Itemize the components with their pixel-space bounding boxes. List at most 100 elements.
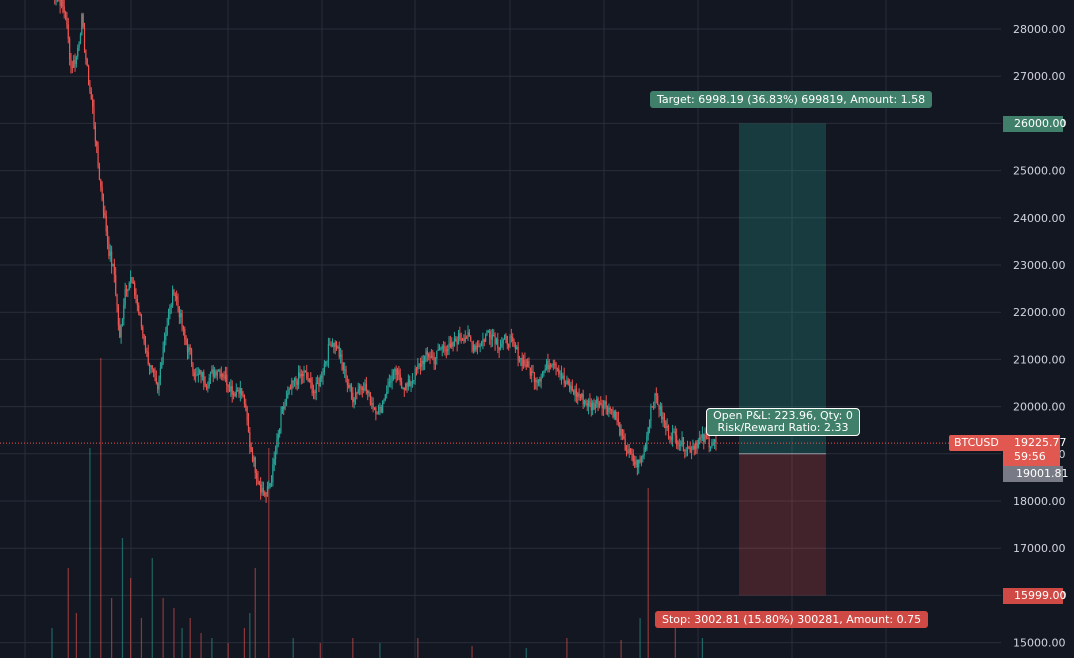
candle-body bbox=[373, 407, 376, 409]
candle-body bbox=[456, 341, 458, 345]
candle-body bbox=[230, 386, 232, 392]
candle-body bbox=[387, 382, 389, 393]
candle-body bbox=[295, 377, 297, 382]
open-pnl-box[interactable]: Open P&L: 223.96, Qty: 0 Risk/Reward Rat… bbox=[706, 408, 860, 436]
candle-body bbox=[360, 386, 362, 388]
candle-body bbox=[228, 387, 231, 392]
candle-body bbox=[468, 332, 470, 337]
candle-body bbox=[659, 405, 661, 410]
candle-body bbox=[170, 305, 172, 307]
candle-body bbox=[585, 400, 587, 403]
candle-body bbox=[460, 338, 462, 340]
candle-body bbox=[686, 447, 689, 451]
candle-body bbox=[181, 313, 183, 327]
candle-body bbox=[337, 347, 339, 349]
candle-body bbox=[59, 0, 61, 6]
candle-body bbox=[237, 389, 239, 391]
candle-body bbox=[369, 392, 372, 405]
candle-body bbox=[409, 379, 411, 386]
candle-body bbox=[489, 331, 491, 338]
candle-body bbox=[310, 378, 312, 383]
candle-body bbox=[529, 367, 531, 376]
candle-body bbox=[453, 338, 456, 346]
candle-body bbox=[485, 334, 487, 342]
candle-body bbox=[306, 372, 308, 379]
candle-body bbox=[581, 393, 583, 398]
candle-body bbox=[266, 486, 269, 496]
candle-body bbox=[272, 464, 274, 483]
candle-body bbox=[132, 282, 134, 284]
candle-body bbox=[617, 419, 619, 423]
candle-body bbox=[594, 403, 596, 410]
candle-body bbox=[283, 406, 285, 409]
candle-body bbox=[287, 393, 289, 399]
target-label[interactable]: Target: 6998.19 (36.83%) 699819, Amount:… bbox=[650, 91, 933, 108]
candle-body bbox=[184, 328, 186, 340]
candle-body bbox=[634, 461, 636, 465]
candle-body bbox=[243, 395, 246, 404]
candle-body bbox=[413, 380, 415, 382]
candle-body bbox=[537, 379, 540, 383]
candle-body bbox=[552, 363, 554, 365]
candle-body bbox=[135, 295, 137, 299]
candle-body bbox=[346, 382, 348, 385]
candle-body bbox=[491, 334, 493, 340]
candle-body bbox=[582, 393, 584, 405]
candle-body bbox=[325, 361, 327, 364]
candle-body bbox=[566, 380, 568, 384]
position-zones[interactable] bbox=[739, 123, 826, 596]
candle-body bbox=[372, 403, 374, 408]
candle-body bbox=[429, 356, 431, 358]
volume-bar bbox=[173, 608, 175, 658]
candle-body bbox=[154, 372, 156, 378]
candle-body bbox=[239, 388, 241, 394]
candle-body bbox=[296, 381, 298, 385]
candle-body bbox=[653, 407, 655, 409]
candle-body bbox=[182, 326, 185, 329]
candle-body bbox=[650, 406, 652, 422]
candle-body bbox=[192, 363, 194, 373]
candle-body bbox=[559, 373, 561, 375]
candle-body bbox=[273, 458, 275, 465]
candle-body bbox=[70, 58, 72, 67]
candle-body bbox=[279, 428, 281, 434]
candle-body bbox=[162, 347, 164, 363]
last-price-tag: 19225.77 59:56 bbox=[1003, 435, 1067, 466]
candle-body bbox=[96, 141, 98, 146]
candle-body bbox=[215, 371, 217, 376]
candle-body bbox=[258, 481, 260, 485]
candle-body bbox=[231, 386, 233, 396]
candle-body bbox=[365, 383, 367, 391]
candle-body bbox=[367, 390, 369, 393]
candle-body bbox=[201, 371, 204, 377]
candle-body bbox=[176, 296, 178, 300]
candle-body bbox=[398, 370, 400, 375]
volume-bars bbox=[51, 358, 703, 658]
candle-body bbox=[299, 372, 301, 377]
candle-body bbox=[392, 371, 395, 376]
candle-body bbox=[315, 382, 317, 393]
candle-body bbox=[539, 379, 541, 382]
candle-body bbox=[163, 339, 166, 348]
candle-body bbox=[667, 426, 670, 437]
candle-body bbox=[545, 361, 548, 369]
candle-body bbox=[79, 34, 82, 43]
candle-body bbox=[264, 492, 266, 496]
candle-body bbox=[605, 401, 607, 408]
candle-body bbox=[371, 403, 373, 405]
candle-body bbox=[136, 298, 138, 306]
candle-body bbox=[479, 346, 481, 348]
candle-body bbox=[430, 356, 432, 358]
candle-body bbox=[697, 440, 699, 448]
candle-body bbox=[350, 385, 353, 393]
candle-body bbox=[531, 371, 533, 376]
candle-body bbox=[405, 383, 407, 390]
volume-bar bbox=[243, 628, 246, 658]
candle-body bbox=[142, 326, 144, 335]
candle-body bbox=[363, 388, 365, 390]
stop-label[interactable]: Stop: 3002.81 (15.80%) 300281, Amount: 0… bbox=[655, 611, 929, 628]
candle-body bbox=[134, 283, 136, 296]
candle-body bbox=[97, 145, 99, 167]
candle-body bbox=[274, 452, 277, 459]
